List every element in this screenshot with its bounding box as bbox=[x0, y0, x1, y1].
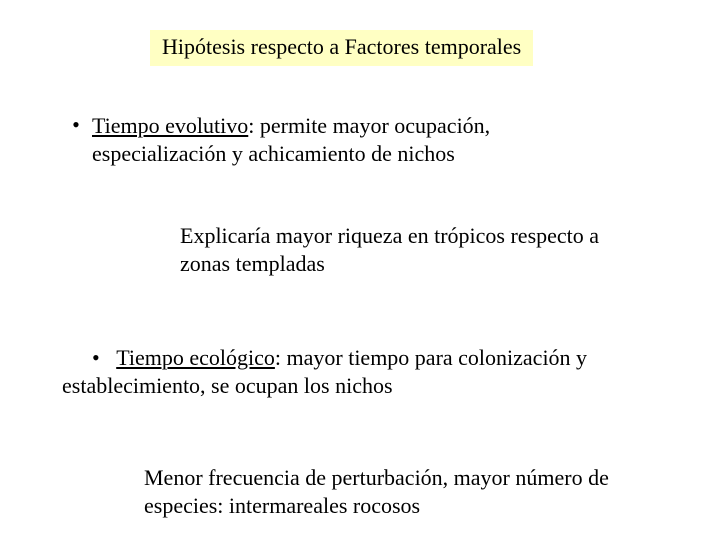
explanation-2-text: Menor frecuencia de perturbación, mayor … bbox=[144, 465, 609, 518]
explanation-2: Menor frecuencia de perturbación, mayor … bbox=[144, 464, 664, 519]
bullet-2: • Tiempo ecológico: mayor tiempo para co… bbox=[62, 344, 662, 399]
slide-title-text: Hipótesis respecto a Factores temporales bbox=[162, 34, 521, 59]
bullet-1-marker: • bbox=[60, 112, 92, 138]
bullet-1-text: Tiempo evolutivo: permite mayor ocupació… bbox=[92, 112, 612, 167]
bullet-1-label: Tiempo evolutivo bbox=[92, 113, 248, 138]
explanation-1: Explicaría mayor riqueza en trópicos res… bbox=[180, 222, 650, 277]
bullet-2-label: Tiempo ecológico bbox=[116, 345, 275, 370]
bullet-1: • Tiempo evolutivo: permite mayor ocupac… bbox=[60, 112, 612, 167]
explanation-1-text: Explicaría mayor riqueza en trópicos res… bbox=[180, 223, 599, 276]
slide-title: Hipótesis respecto a Factores temporales bbox=[150, 30, 533, 66]
